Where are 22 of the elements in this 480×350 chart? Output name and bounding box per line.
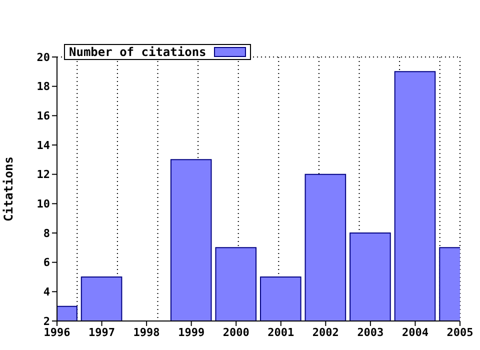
x-tick-label: 1997 bbox=[88, 326, 116, 339]
y-tick-label: 12 bbox=[36, 168, 50, 182]
x-tick-label: 2003 bbox=[357, 326, 384, 339]
x-tick-label: 2001 bbox=[268, 326, 295, 339]
x-tick-label: 1998 bbox=[133, 326, 160, 339]
x-tick-label: 2000 bbox=[222, 326, 250, 339]
x-tick-label: 2004 bbox=[402, 326, 429, 339]
y-tick-label: 2 bbox=[43, 314, 50, 328]
y-tick-label: 20 bbox=[36, 50, 50, 64]
x-tick-label: 2002 bbox=[312, 326, 339, 339]
y-tick-label: 10 bbox=[36, 198, 50, 211]
y-tick-label: 6 bbox=[43, 256, 50, 270]
y-tick-label: 14 bbox=[36, 138, 50, 152]
y-axis-title: Citations bbox=[1, 156, 16, 222]
y-tick-label: 8 bbox=[43, 226, 50, 240]
x-tick-label: 1996 bbox=[44, 326, 71, 339]
y-tick-label: 4 bbox=[43, 286, 50, 299]
legend-label: Number of citations bbox=[69, 45, 206, 59]
y-tick-label: 18 bbox=[36, 80, 50, 94]
x-tick-label: 2005 bbox=[446, 326, 474, 339]
y-tick-label: 16 bbox=[36, 110, 50, 123]
x-tick-label: 1999 bbox=[178, 326, 205, 339]
